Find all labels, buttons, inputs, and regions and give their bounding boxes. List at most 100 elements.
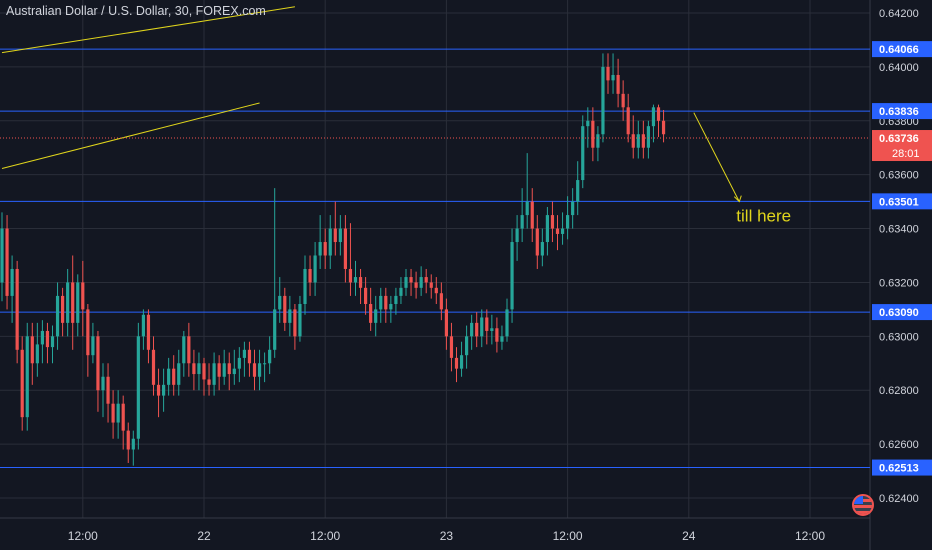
candle xyxy=(449,322,454,372)
candle-body xyxy=(303,268,307,304)
candle-body xyxy=(167,368,171,385)
candle xyxy=(424,268,428,294)
candle-body xyxy=(177,363,181,385)
candle xyxy=(192,349,196,391)
candle-body xyxy=(71,282,75,323)
candle xyxy=(520,188,524,243)
y-tick-label: 0.63000 xyxy=(879,331,919,343)
candle xyxy=(555,215,560,251)
candle-body xyxy=(207,379,211,385)
candle xyxy=(227,352,231,391)
price-tag[interactable]: 0.63090 xyxy=(872,304,932,321)
candle-body xyxy=(222,363,226,377)
candle-body xyxy=(444,309,448,337)
candle xyxy=(55,282,60,350)
price-axis[interactable]: 0.62400 0.62600 0.62800 0.63000 0.63200 0.634… xyxy=(872,8,932,505)
candle-body xyxy=(576,180,580,202)
candle xyxy=(308,255,312,296)
candle-body xyxy=(535,228,539,256)
y-tick-label: 0.64000 xyxy=(879,62,919,74)
price-tag[interactable]: 0.62513 xyxy=(872,459,932,476)
candle xyxy=(187,322,191,377)
candle xyxy=(404,268,408,296)
price-tag[interactable]: 0.63501 xyxy=(872,193,932,210)
candle xyxy=(182,330,186,377)
candle-body xyxy=(111,403,115,423)
candle xyxy=(50,325,55,364)
candle xyxy=(591,107,595,162)
candle-body xyxy=(394,295,398,304)
current-price-tag[interactable]: 0.63736 28:01 xyxy=(872,130,932,162)
candle-body xyxy=(374,309,378,323)
price-tag-label: 0.63090 xyxy=(879,307,919,319)
candle-body xyxy=(288,309,292,323)
candle-body xyxy=(86,309,90,356)
candle xyxy=(576,161,580,216)
candle xyxy=(202,357,206,396)
candle xyxy=(399,277,403,304)
candle-body xyxy=(242,349,246,358)
horizontal-lines[interactable] xyxy=(0,48,870,469)
candle-body xyxy=(308,268,312,283)
candle xyxy=(338,215,342,256)
arrow-line[interactable] xyxy=(693,112,740,202)
trendlines[interactable] xyxy=(1,6,295,169)
candle xyxy=(212,352,216,396)
candle xyxy=(162,368,166,412)
candle-body xyxy=(470,322,474,337)
candle xyxy=(126,422,130,463)
price-tag-label: 0.63501 xyxy=(879,196,919,208)
candle-body xyxy=(404,277,408,288)
candle-body xyxy=(505,309,509,337)
candle-body xyxy=(45,330,50,348)
y-tick-label: 0.62600 xyxy=(879,439,919,451)
candle-body xyxy=(520,215,524,229)
candle-body xyxy=(369,304,373,323)
price-tag-bg xyxy=(872,304,932,321)
candle xyxy=(459,341,464,377)
annotation[interactable]: till here xyxy=(693,112,791,226)
candle xyxy=(641,120,645,159)
price-tag[interactable]: 0.64066 xyxy=(872,41,932,58)
candle xyxy=(328,215,332,269)
candle xyxy=(384,287,388,323)
trendline[interactable] xyxy=(1,102,260,169)
candle-body xyxy=(35,344,39,364)
candle xyxy=(207,363,211,396)
candle-body xyxy=(571,201,575,216)
candle xyxy=(525,153,529,229)
candle-body xyxy=(596,134,600,148)
annotation-text[interactable]: till here xyxy=(736,207,791,226)
candle xyxy=(454,347,459,383)
candle xyxy=(409,268,413,296)
candle-body xyxy=(268,349,272,364)
candle xyxy=(303,255,307,315)
candle-body xyxy=(586,120,590,127)
candle-body xyxy=(581,126,585,181)
time-axis: 12:00 22 12:00 23 12:00 24 12:00 xyxy=(68,529,826,543)
candle-body xyxy=(525,201,529,216)
price-tag[interactable]: 0.63836 xyxy=(872,103,932,120)
candle xyxy=(540,228,544,267)
candle-body xyxy=(636,134,640,148)
flag-icon[interactable] xyxy=(852,494,874,516)
candle-body xyxy=(651,107,656,127)
current-price-label: 0.63736 xyxy=(879,133,919,145)
candle-body xyxy=(500,336,504,342)
candle-body xyxy=(555,228,560,234)
candle xyxy=(505,298,509,342)
candle-body xyxy=(136,336,140,439)
candle xyxy=(156,368,161,418)
candle xyxy=(374,295,378,337)
candle xyxy=(515,215,519,261)
candle xyxy=(661,110,666,143)
candle-body xyxy=(591,120,595,148)
candle-body xyxy=(465,336,469,356)
candle-body xyxy=(55,295,60,337)
candle-body xyxy=(530,201,534,229)
candle-body xyxy=(601,66,605,135)
candle xyxy=(121,395,125,450)
trendline[interactable] xyxy=(1,6,295,54)
candle-body xyxy=(409,277,413,283)
